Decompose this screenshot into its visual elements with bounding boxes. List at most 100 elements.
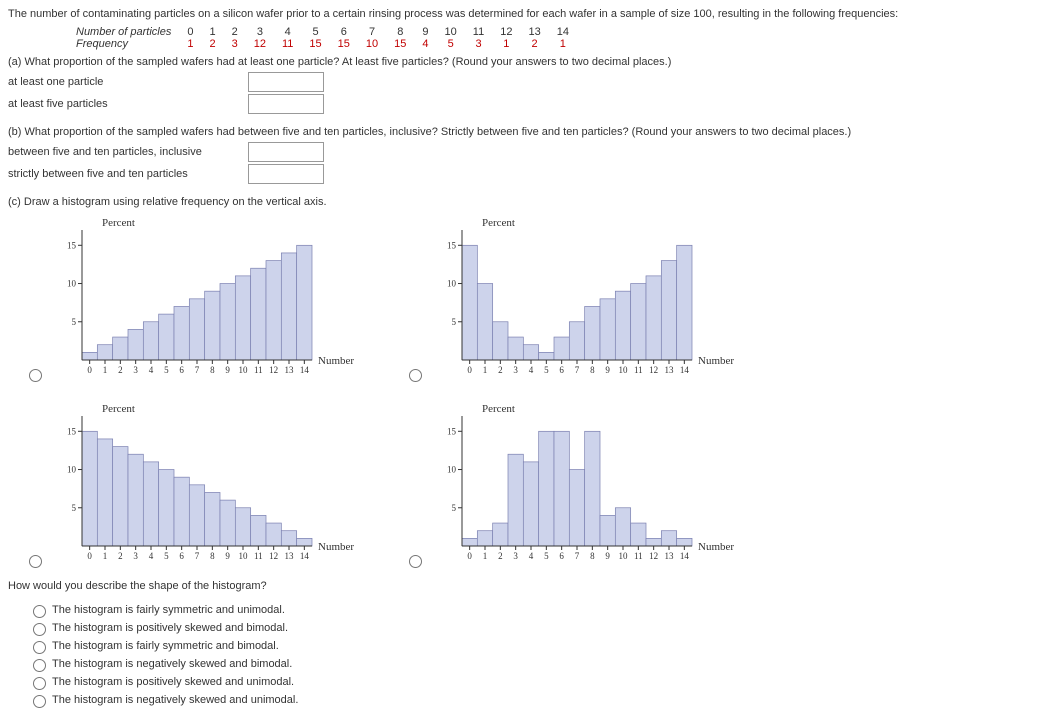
svg-text:5: 5 xyxy=(544,365,549,375)
particle-header: 11 xyxy=(465,26,492,38)
intro-text: The number of contaminating particles on… xyxy=(8,8,1029,20)
shape-option-radio-1[interactable] xyxy=(33,623,46,636)
svg-text:10: 10 xyxy=(447,279,457,289)
svg-text:7: 7 xyxy=(195,551,200,561)
svg-text:6: 6 xyxy=(559,365,564,375)
histogram-radio-A[interactable] xyxy=(29,369,42,382)
shape-option-label: The histogram is fairly symmetric and un… xyxy=(52,604,285,616)
svg-text:10: 10 xyxy=(67,279,77,289)
shape-option-label: The histogram is fairly symmetric and bi… xyxy=(52,640,279,652)
svg-text:15: 15 xyxy=(447,240,457,250)
svg-text:3: 3 xyxy=(133,551,138,561)
svg-text:Number: Number xyxy=(698,355,734,367)
svg-text:7: 7 xyxy=(195,365,200,375)
svg-text:2: 2 xyxy=(118,365,123,375)
svg-text:8: 8 xyxy=(210,365,215,375)
svg-text:Number: Number xyxy=(318,355,354,367)
particle-header: 10 xyxy=(437,26,465,38)
svg-text:9: 9 xyxy=(225,365,230,375)
svg-text:10: 10 xyxy=(619,365,629,375)
svg-text:7: 7 xyxy=(575,365,580,375)
svg-text:11: 11 xyxy=(634,551,643,561)
particle-header: 1 xyxy=(202,26,224,38)
shape-option-label: The histogram is negatively skewed and u… xyxy=(52,694,298,706)
svg-text:2: 2 xyxy=(118,551,123,561)
svg-text:11: 11 xyxy=(254,365,263,375)
part-b-label2: strictly between five and ten particles xyxy=(8,168,248,180)
svg-text:7: 7 xyxy=(575,551,580,561)
shape-option-radio-5[interactable] xyxy=(33,695,46,708)
svg-text:1: 1 xyxy=(103,365,108,375)
svg-text:4: 4 xyxy=(149,551,154,561)
svg-text:3: 3 xyxy=(513,551,518,561)
svg-text:14: 14 xyxy=(300,551,310,561)
histogram-radio-D[interactable] xyxy=(409,555,422,568)
svg-text:5: 5 xyxy=(544,551,549,561)
svg-text:14: 14 xyxy=(680,365,690,375)
particle-header: 0 xyxy=(179,26,201,38)
particle-header: 12 xyxy=(492,26,520,38)
shape-option-row: The histogram is positively skewed and b… xyxy=(28,620,1029,636)
part-b-label1: between five and ten particles, inclusiv… xyxy=(8,146,248,158)
svg-text:Percent: Percent xyxy=(482,217,515,229)
svg-text:5: 5 xyxy=(164,365,169,375)
shape-option-row: The histogram is positively skewed and u… xyxy=(28,674,1029,690)
frequency-value: 4 xyxy=(414,38,436,50)
histogram-radio-B[interactable] xyxy=(409,369,422,382)
particle-header: 6 xyxy=(330,26,358,38)
svg-text:12: 12 xyxy=(269,365,278,375)
svg-text:12: 12 xyxy=(269,551,278,561)
svg-text:8: 8 xyxy=(590,365,595,375)
part-a-input1[interactable] xyxy=(248,72,324,92)
shape-option-label: The histogram is negatively skewed and b… xyxy=(52,658,292,670)
svg-text:5: 5 xyxy=(72,317,77,327)
part-b-input1[interactable] xyxy=(248,142,324,162)
svg-text:1: 1 xyxy=(483,551,488,561)
frequency-value: 10 xyxy=(358,38,386,50)
shape-option-radio-3[interactable] xyxy=(33,659,46,672)
shape-question: How would you describe the shape of the … xyxy=(8,580,1029,592)
frequency-value: 15 xyxy=(386,38,414,50)
svg-text:13: 13 xyxy=(665,365,675,375)
svg-text:0: 0 xyxy=(467,365,472,375)
particle-header: 9 xyxy=(414,26,436,38)
particle-header: 2 xyxy=(224,26,246,38)
shape-option-radio-4[interactable] xyxy=(33,677,46,690)
svg-text:Number: Number xyxy=(698,541,734,553)
svg-text:13: 13 xyxy=(285,551,295,561)
svg-text:5: 5 xyxy=(452,503,457,513)
frequency-value: 11 xyxy=(274,38,301,50)
svg-text:10: 10 xyxy=(67,465,77,475)
part-a-input2[interactable] xyxy=(248,94,324,114)
frequency-value: 3 xyxy=(465,38,492,50)
svg-text:4: 4 xyxy=(529,365,534,375)
svg-text:10: 10 xyxy=(239,365,249,375)
svg-text:6: 6 xyxy=(559,551,564,561)
svg-text:0: 0 xyxy=(87,365,92,375)
svg-text:15: 15 xyxy=(67,240,77,250)
shape-option-radio-0[interactable] xyxy=(33,605,46,618)
frequency-value: 1 xyxy=(179,38,201,50)
particle-header: 7 xyxy=(358,26,386,38)
svg-text:2: 2 xyxy=(498,551,503,561)
part-b-prompt: (b) What proportion of the sampled wafer… xyxy=(8,126,1029,138)
svg-text:6: 6 xyxy=(179,365,184,375)
svg-text:4: 4 xyxy=(149,365,154,375)
frequency-value: 2 xyxy=(520,38,548,50)
svg-text:12: 12 xyxy=(649,365,658,375)
part-b-input2[interactable] xyxy=(248,164,324,184)
svg-text:10: 10 xyxy=(619,551,629,561)
svg-text:5: 5 xyxy=(164,551,169,561)
part-a-label2: at least five particles xyxy=(8,98,248,110)
svg-text:10: 10 xyxy=(447,465,457,475)
histogram-radio-C[interactable] xyxy=(29,555,42,568)
svg-text:Percent: Percent xyxy=(102,403,135,415)
svg-text:15: 15 xyxy=(67,426,77,436)
histogram-option-B: PercentNumber5101501234567891011121314 xyxy=(428,216,768,382)
shape-option-radio-2[interactable] xyxy=(33,641,46,654)
svg-text:12: 12 xyxy=(649,551,658,561)
particle-header: 13 xyxy=(520,26,548,38)
svg-text:Percent: Percent xyxy=(482,403,515,415)
frequency-value: 12 xyxy=(246,38,274,50)
part-c-prompt: (c) Draw a histogram using relative freq… xyxy=(8,196,1029,208)
